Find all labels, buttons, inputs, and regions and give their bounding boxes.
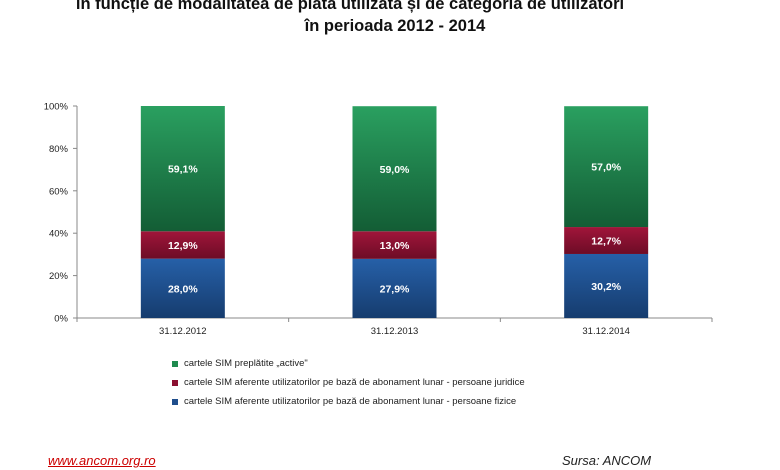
data-label: 12,9% bbox=[168, 240, 198, 252]
chart-title-line1: în funcție de modalitatea de plată utili… bbox=[75, 0, 625, 13]
y-tick-label: 80% bbox=[49, 144, 69, 155]
x-tick-label: 31.12.2014 bbox=[582, 326, 630, 337]
data-label: 12,7% bbox=[591, 236, 621, 248]
chart-title-line2: în perioada 2012 - 2014 bbox=[304, 17, 486, 35]
legend-item-fizice: cartele SIM aferente utilizatorilor pe b… bbox=[172, 392, 525, 411]
x-tick-label: 31.12.2013 bbox=[371, 326, 419, 337]
footer-url-link[interactable]: www.ancom.org.ro bbox=[48, 453, 156, 468]
y-tick-label: 0% bbox=[54, 314, 68, 325]
bar-segment-prepaid bbox=[564, 106, 649, 228]
footer-source: Sursa: ANCOM bbox=[562, 453, 652, 468]
data-label: 27,9% bbox=[380, 283, 410, 295]
chart-legend: cartele SIM preplătite „active" cartele … bbox=[172, 354, 525, 411]
legend-swatch-fizice bbox=[172, 398, 178, 405]
legend-label-prepaid: cartele SIM preplătite „active" bbox=[184, 358, 308, 369]
data-label: 13,0% bbox=[380, 240, 410, 252]
data-label: 30,2% bbox=[591, 281, 621, 293]
bar-segment-fizice bbox=[564, 253, 649, 318]
bar-segment-fizice bbox=[140, 258, 225, 318]
data-label: 59,0% bbox=[380, 164, 410, 176]
legend-label-fizice: cartele SIM aferente utilizatorilor pe b… bbox=[184, 396, 517, 407]
x-tick-label: 31.12.2012 bbox=[159, 326, 207, 337]
y-tick-label: 100% bbox=[44, 102, 69, 113]
bar-segment-juridice bbox=[140, 231, 225, 259]
data-label: 59,1% bbox=[168, 164, 198, 176]
stacked-bar-chart: 0% 20% 40% 60% 80% 100% 31.12.2012 31.12.2013 31… bbox=[44, 102, 713, 337]
bar-segment-juridice bbox=[352, 231, 437, 259]
data-label: 57,0% bbox=[591, 162, 621, 174]
data-label: 28,0% bbox=[168, 283, 198, 295]
bar-segment-fizice bbox=[352, 258, 437, 318]
y-tick-label: 40% bbox=[49, 229, 69, 240]
y-tick-label: 20% bbox=[49, 271, 69, 282]
legend-item-prepaid: cartele SIM preplătite „active" bbox=[172, 354, 525, 373]
bar-segment-juridice bbox=[564, 227, 649, 254]
legend-item-juridice: cartele SIM aferente utilizatorilor pe b… bbox=[172, 373, 525, 392]
legend-swatch-prepaid bbox=[172, 360, 178, 367]
bar-segment-prepaid bbox=[140, 106, 225, 232]
legend-label-juridice: cartele SIM aferente utilizatorilor pe b… bbox=[184, 377, 525, 388]
bar-segment-prepaid bbox=[352, 106, 437, 232]
y-tick-label: 60% bbox=[49, 186, 69, 197]
legend-swatch-juridice bbox=[172, 379, 178, 386]
